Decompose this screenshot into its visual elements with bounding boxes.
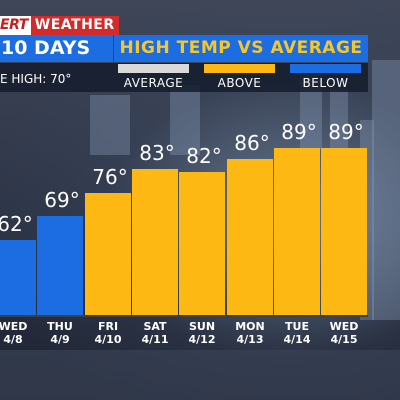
x-tick-date: 4/9 [50,333,70,346]
x-tick-date: 4/12 [188,333,216,346]
bar-thu-4-9 [37,216,83,315]
average-high: E HIGH: 70° [0,72,72,86]
bar-value-label: 62° [0,212,33,237]
bar-value-label: 76° [92,164,128,189]
bar-value-label: 69° [44,188,80,213]
bar-sun-4-12 [179,172,225,315]
bar-tue-4-14 [274,148,320,315]
x-tick-day: MON [235,320,265,333]
x-tick-day: SAT [143,320,167,333]
legend-swatch-below [290,64,361,73]
x-tick-date: 4/14 [283,333,311,346]
x-tick-date: 4/10 [94,333,122,346]
x-tick-date: 4/11 [141,333,169,346]
x-tick-date: 4/15 [330,333,358,346]
station-logo: ERT WEATHER [0,16,119,35]
x-tick-day: SUN [188,320,216,333]
x-tick-day: WED [0,320,28,333]
bar-mon-4-13 [227,158,273,315]
x-tick-day: TUE [285,320,309,333]
chart-title: HIGH TEMP VS AVERAGE [114,35,368,62]
bar-value-label: 82° [186,144,222,169]
x-tick-date: 4/8 [3,333,23,346]
legend-label-above: ABOVE [217,76,262,90]
bar-sat-4-11 [132,168,178,315]
bar-fri-4-10 [85,192,131,315]
x-tick-day: THU [47,320,73,333]
forecast-period: 10 DAYS [0,35,113,62]
legend-label-below: BELOW [302,76,349,90]
brand-right: WEATHER [30,16,119,35]
bar-value-label: 89° [281,120,317,145]
bar-value-label: 89° [328,120,364,145]
brand-left: ERT [0,16,31,35]
x-tick-day: WED [329,320,359,333]
x-tick-day: FRI [97,320,119,333]
bar-wed-4-15 [321,148,367,315]
legend-swatch-above [204,64,275,73]
x-tick-date: 4/13 [236,333,264,346]
legend-swatch-average [118,64,189,73]
bar-value-label: 83° [139,140,175,165]
bar-wed-4-8 [0,240,36,315]
legend-label-average: AVERAGE [123,76,184,90]
x-axis-line [0,315,368,317]
bar-value-label: 86° [234,130,270,155]
